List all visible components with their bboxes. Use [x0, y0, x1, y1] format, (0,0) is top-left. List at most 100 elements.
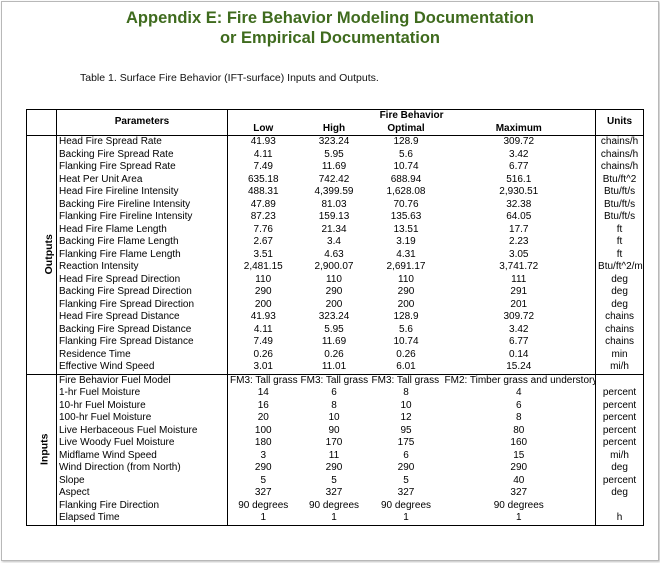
unit-cell: percent	[595, 412, 645, 425]
param-cell: Fire Behavior Fuel Model	[56, 373, 228, 387]
header-maximum: Maximum	[442, 122, 596, 136]
maximum-cell: 90 degrees	[493, 499, 544, 511]
param-cell: Head Fire Fireline Intensity	[56, 186, 228, 199]
unit-cell: chains/h	[595, 148, 645, 161]
param-cell: Live Herbaceous Fuel Moisture	[56, 424, 228, 437]
section-label: Inputs	[38, 433, 51, 465]
optimal-cell: 290	[397, 462, 415, 473]
header-units: Units	[595, 109, 645, 136]
high-cell: 323.24	[298, 135, 370, 149]
unit-cell: Btu/ft/s	[595, 186, 645, 199]
unit-cell: deg	[595, 273, 645, 286]
high-cell: 290	[325, 462, 343, 473]
maximum-cell: 64.05	[506, 211, 532, 222]
optimal-cell: 5.6	[399, 323, 413, 335]
maximum-cell: 291	[510, 286, 528, 297]
maximum-cell: 111	[511, 273, 527, 285]
table-row: Effective Wind Speed 3.01 11.01 6.01 15.24 mi…	[27, 361, 645, 374]
table-row: Outputs Head Fire Spread Rate 41.93 323.24 1…	[26, 135, 645, 375]
header-fire-behavior: Fire Behavior	[227, 109, 596, 123]
table-row: Flanking Fire Fireline Intensity 87.23 159…	[27, 211, 645, 224]
param-cell: Backing Fire Spread Distance	[56, 323, 228, 336]
table-row: Head Fire Spread Direction 110 110 110 111 de…	[27, 273, 645, 286]
table-row: Residence Time 0.26 0.26 0.26 0.14 min	[27, 348, 645, 361]
high-cell: 159.13	[318, 211, 350, 222]
unit-cell: chains/h	[595, 161, 645, 174]
param-cell: Flanking Fire Spread Distance	[56, 336, 228, 349]
high-cell: 6	[331, 387, 337, 398]
param-cell: Head Fire Spread Rate	[56, 135, 228, 149]
table-row: Backing Fire Fireline Intensity 47.89 81.0…	[27, 198, 645, 211]
low-cell: 3.01	[253, 361, 273, 372]
low-cell: 4.11	[253, 323, 273, 335]
high-cell: 5	[331, 474, 337, 486]
unit-cell: mi/h	[595, 361, 645, 374]
maximum-cell: 3.42	[509, 148, 529, 160]
high-cell: 10	[328, 412, 340, 423]
param-cell: 100-hr Fuel Moisture	[56, 412, 228, 425]
param-cell: Backing Fire Spread Rate	[56, 148, 228, 161]
optimal-cell: 5.6	[399, 148, 413, 160]
param-cell: Wind Direction (from North)	[56, 462, 228, 475]
low-cell: 2.67	[253, 236, 273, 247]
maximum-cell: 290	[510, 462, 528, 473]
unit-cell: ft	[595, 223, 645, 236]
low-cell: 180	[254, 437, 272, 448]
maximum-cell: 3.05	[509, 248, 529, 260]
param-cell: Elapsed Time	[56, 512, 228, 526]
high-cell: 323.24	[318, 311, 350, 322]
section-label-cell: Inputs	[26, 373, 57, 526]
unit-cell: percent	[595, 424, 645, 437]
low-cell: 7.49	[253, 336, 273, 347]
table-row: Live Herbaceous Fuel Moisture 100 90 95 80 pe…	[27, 424, 645, 437]
param-cell: Backing Fire Flame Length	[56, 236, 228, 249]
table-row: Reaction Intensity 2,481.15 2,900.07 2,691.…	[27, 261, 645, 274]
param-cell: 1-hr Fuel Moisture	[56, 387, 228, 400]
unit-cell: deg	[595, 298, 645, 311]
fire-behavior-table: Parameters Fire Behavior Units Low High …	[26, 109, 645, 526]
high-cell: 81.03	[321, 198, 347, 210]
table-row: Wind Direction (from North) 290 290 290 290 d…	[27, 462, 645, 475]
table-row: Backing Fire Spread Direction 290 290 290 29…	[27, 286, 645, 299]
high-cell: 110	[326, 273, 342, 285]
high-cell: 11.69	[321, 161, 347, 172]
low-cell: 3.51	[253, 248, 273, 260]
low-cell: 290	[254, 462, 272, 473]
high-cell: 90	[328, 424, 340, 436]
low-cell: 14	[257, 387, 269, 398]
optimal-cell: 90 degrees	[380, 499, 432, 511]
table-row: Head Fire Spread Distance 41.93 323.24 128.…	[27, 311, 645, 324]
param-cell: Flanking Fire Spread Direction	[56, 298, 228, 311]
optimal-cell: 4.31	[396, 248, 416, 260]
optimal-cell: 10.74	[393, 161, 419, 172]
header-optimal: Optimal	[369, 122, 443, 136]
maximum-cell: 80	[513, 424, 525, 436]
table-row: Aspect 327 327 327 327 deg	[27, 487, 645, 500]
optimal-cell: 2,691.17	[386, 261, 426, 272]
low-cell: 16	[257, 399, 269, 411]
param-cell: Head Fire Spread Distance	[56, 311, 228, 324]
optimal-cell: 3.19	[396, 236, 416, 247]
low-cell: 327	[254, 487, 272, 498]
maximum-cell: 1	[442, 512, 596, 526]
optimal-cell: 128.9	[393, 311, 419, 322]
table-row: 100-hr Fuel Moisture 20 10 12 8 percent	[27, 412, 645, 425]
optimal-cell: 200	[397, 298, 415, 310]
title-line-2: or Empirical Documentation	[219, 29, 441, 47]
high-cell: 170	[325, 437, 343, 448]
optimal-cell: 1,628.08	[386, 186, 426, 197]
maximum-cell: 3,741.72	[499, 261, 539, 272]
unit-cell: Btu/ft^2	[595, 173, 645, 186]
maximum-cell: 6.77	[509, 161, 529, 172]
low-cell: 87.23	[250, 211, 276, 222]
table-row: Flanking Fire Direction 90 degrees 90 degr…	[27, 499, 645, 512]
unit-cell: ft	[595, 248, 645, 261]
low-cell: 41.93	[250, 311, 276, 322]
table-row: Heat Per Unit Area 635.18 742.42 688.94 516.…	[27, 173, 645, 186]
param-cell: Effective Wind Speed	[56, 361, 228, 374]
maximum-cell: 6.77	[509, 336, 529, 347]
table-row: Slope 5 5 5 40 percent	[27, 474, 645, 487]
maximum-cell: 40	[513, 474, 525, 486]
header-row-sub: Low High Optimal Maximum	[27, 122, 644, 136]
maximum-cell: 17.7	[509, 223, 529, 235]
